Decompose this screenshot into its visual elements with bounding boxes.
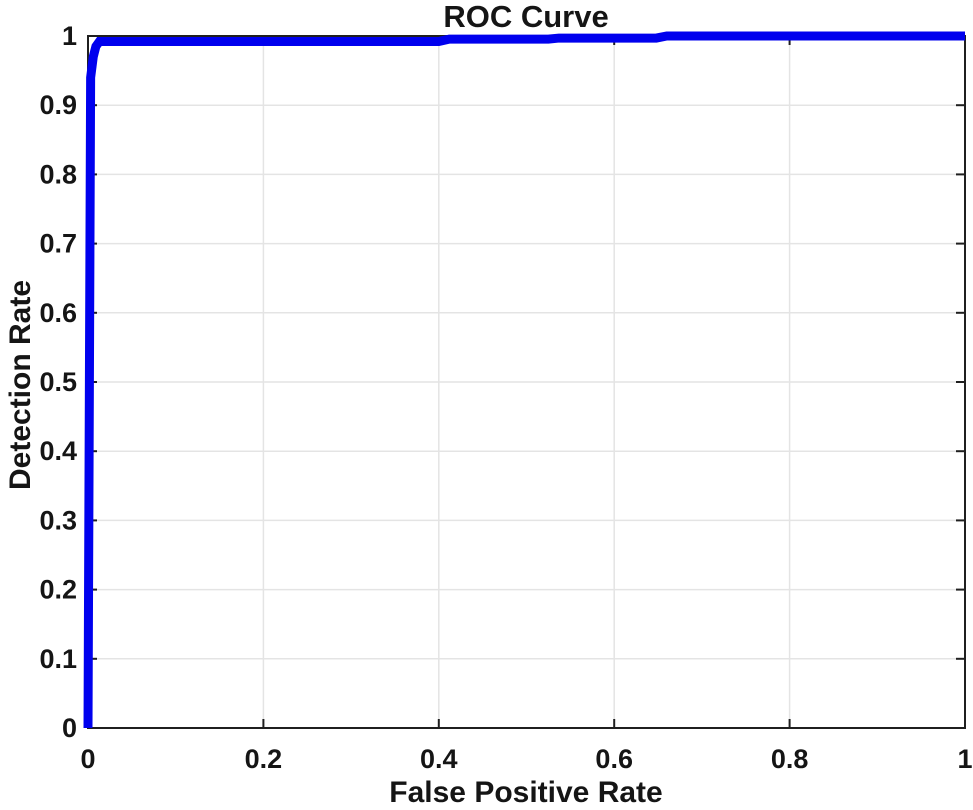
y-tick-label: 1: [62, 21, 77, 51]
y-tick-label: 0.7: [39, 229, 77, 259]
y-tick-label: 0.8: [39, 159, 77, 189]
y-tick-label: 0.4: [39, 436, 77, 466]
x-tick-label: 0: [80, 744, 95, 774]
x-axis-label: False Positive Rate: [389, 776, 662, 809]
y-tick-label: 0.6: [39, 298, 77, 328]
y-tick-label: 0: [62, 713, 77, 743]
y-tick-label: 0.9: [39, 90, 77, 120]
x-tick-label: 0.2: [245, 744, 283, 774]
x-tick-label: 0.4: [420, 744, 458, 774]
x-tick-label: 1: [957, 744, 972, 774]
grid-lines: [88, 36, 965, 728]
y-tick-labels: 0 0.1 0.2 0.3 0.4 0.5 0.6 0.7 0.8 0.9 1: [39, 21, 77, 743]
roc-curve-line: [83, 31, 965, 729]
chart-title: ROC Curve: [443, 0, 608, 34]
x-tick-label: 0.6: [595, 744, 633, 774]
x-tick-label: 0.8: [771, 744, 809, 774]
y-tick-label: 0.1: [39, 644, 77, 674]
y-tick-label: 0.5: [39, 367, 77, 397]
x-tick-labels: 0 0.2 0.4 0.6 0.8 1: [80, 744, 972, 774]
y-axis-label: Detection Rate: [4, 280, 37, 490]
y-tick-label: 0.2: [39, 575, 77, 605]
roc-curve-series: [83, 31, 965, 729]
y-tick-label: 0.3: [39, 505, 77, 535]
